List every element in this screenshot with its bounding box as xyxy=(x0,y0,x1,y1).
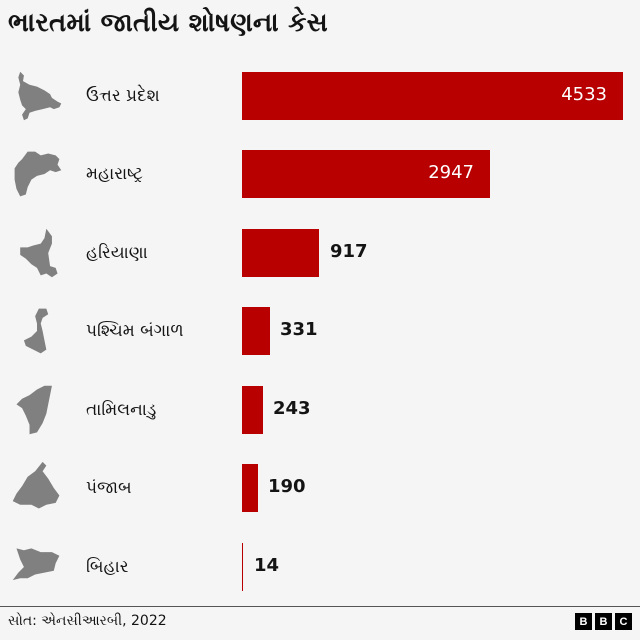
bar-row: બિહાર 14 xyxy=(0,543,640,591)
state-label: ઉત્તર પ્રદેશ xyxy=(86,86,160,106)
bar-row: પશ્ચિમ બંગાળ 331 xyxy=(0,307,640,355)
state-label: હરિયાણા xyxy=(86,243,148,263)
state-label: બિહાર xyxy=(86,557,129,577)
bar-row: મહારાષ્ટ્ર 2947 xyxy=(0,150,640,198)
bihar-map-icon xyxy=(8,539,66,595)
bar: 2947 xyxy=(242,150,490,198)
bar-row: તામિલનાડુ 243 xyxy=(0,385,640,435)
bar-value: 14 xyxy=(254,555,280,576)
state-label: પશ્ચિમ બંગાળ xyxy=(86,321,184,341)
bar-value: 2947 xyxy=(428,162,474,183)
uttar-pradesh-map-icon xyxy=(8,68,66,124)
bar-row: પંજાબ 190 xyxy=(0,461,640,512)
state-label: તામિલનાડુ xyxy=(86,400,157,420)
bbc-logo-letter: C xyxy=(615,613,632,630)
west-bengal-map-icon xyxy=(8,303,66,359)
bar xyxy=(242,307,270,355)
state-label: મહારાષ્ટ્ર xyxy=(86,164,143,184)
bbc-logo-letter: B xyxy=(595,613,612,630)
bar xyxy=(242,386,263,434)
bbc-logo-letter: B xyxy=(575,613,592,630)
bar: 4533 xyxy=(242,72,623,120)
bar xyxy=(242,229,319,277)
bar-value: 331 xyxy=(280,319,318,340)
state-label: પંજાબ xyxy=(86,478,132,498)
chart-title: ભારતમાં જાતીય શોષણના કેસ xyxy=(8,8,328,38)
source-text: સોત: એનસીઆરબી, 2022 xyxy=(8,613,167,629)
bar-value: 243 xyxy=(273,398,311,419)
maharashtra-map-icon xyxy=(8,146,66,202)
punjab-map-icon xyxy=(8,460,66,516)
tamil-nadu-map-icon xyxy=(8,382,66,438)
bar xyxy=(242,464,258,512)
bar-value: 190 xyxy=(268,476,306,497)
haryana-map-icon xyxy=(8,225,66,281)
footer-divider xyxy=(0,606,640,607)
bar-value: 4533 xyxy=(561,84,607,105)
bar-row: ઉત્તર પ્રદેશ 4533 xyxy=(0,71,640,121)
bbc-logo: B B C xyxy=(575,613,632,630)
bar xyxy=(242,543,243,591)
bar-row: હરિયાણા 917 xyxy=(0,228,640,278)
bar-value: 917 xyxy=(330,241,368,262)
